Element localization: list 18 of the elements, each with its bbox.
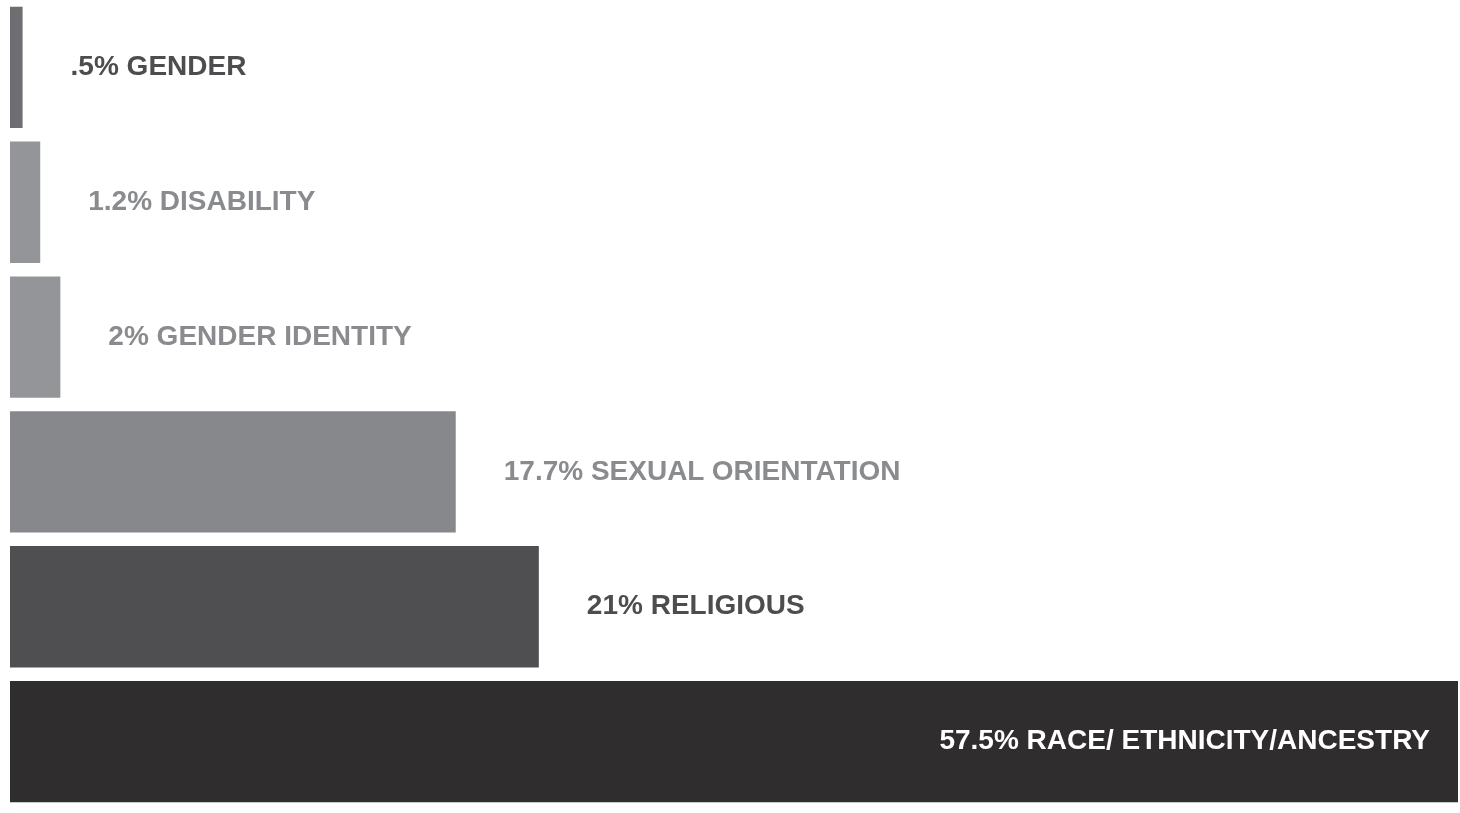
y-tick-label: RELIGIOUS	[650, 589, 805, 621]
y-tick-label: RACE/ ETHNICITY/ANCESTRY	[1026, 724, 1431, 756]
data-label: 17.7%	[503, 454, 584, 486]
bar	[10, 276, 61, 398]
data-label: 57.5%	[939, 724, 1019, 756]
bar	[10, 546, 539, 668]
y-tick-label: GENDER IDENTITY	[156, 319, 413, 351]
y-tick-label: SEXUAL ORIENTATION	[590, 454, 901, 486]
data-label: .5%	[70, 50, 119, 82]
data-label: 21%	[586, 589, 643, 621]
bar	[10, 411, 456, 533]
data-label: 1.2%	[88, 184, 153, 216]
bar	[10, 141, 41, 263]
bar	[10, 680, 1458, 803]
y-tick-label: DISABILITY	[159, 184, 316, 216]
y-tick-label: GENDER	[126, 50, 247, 82]
bar	[10, 6, 23, 129]
data-label: 2%	[108, 319, 149, 351]
